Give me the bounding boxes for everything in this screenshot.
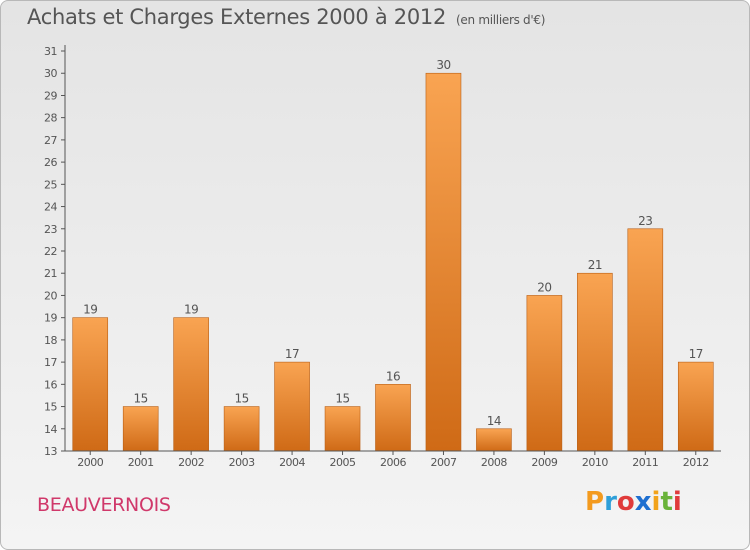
data-label: 15 [134, 392, 148, 406]
bar-2008 [476, 428, 512, 452]
x-tick-label: 2012 [683, 456, 709, 469]
y-tick-label: 29 [44, 89, 57, 102]
x-tick-label: 2006 [380, 456, 406, 469]
bar-2001 [122, 406, 159, 452]
x-tick-label: 2010 [582, 456, 608, 469]
x-tick-label: 2004 [279, 456, 305, 469]
y-tick-label: 21 [44, 267, 57, 280]
logo-letter: o [616, 487, 635, 517]
data-label: 15 [234, 392, 248, 406]
data-label: 16 [386, 369, 400, 383]
bar-2006 [375, 384, 411, 452]
y-tick-label: 15 [44, 401, 57, 414]
x-tick-label: 2007 [430, 456, 456, 469]
data-label: 19 [83, 303, 97, 317]
logo-letter: x [634, 487, 652, 517]
y-tick-label: 28 [44, 112, 57, 125]
y-tick-label: 23 [44, 223, 57, 236]
bar-2004 [274, 361, 310, 452]
data-label: 15 [335, 392, 349, 406]
data-label: 20 [537, 280, 551, 294]
logo-letter: i [672, 487, 682, 517]
bar-2003 [223, 406, 260, 452]
unit-label: (en milliers d'€) [456, 13, 546, 27]
y-tick-label: 14 [44, 423, 57, 436]
y-tick-label: 13 [44, 445, 57, 458]
data-label: 23 [638, 214, 652, 228]
data-label: 14 [487, 414, 501, 428]
chart-title: Achats et Charges Externes 2000 à 2012 (e… [27, 5, 545, 29]
bar-2005 [324, 406, 361, 452]
logo-letter: t [660, 487, 673, 517]
x-tick-label: 2008 [481, 456, 507, 469]
x-tick-label: 2001 [128, 456, 154, 469]
bar-2007 [425, 72, 462, 452]
logo-letter: i [651, 487, 661, 517]
y-tick-label: 24 [44, 201, 57, 214]
bar-2011 [627, 228, 664, 452]
bar-2002 [173, 317, 209, 452]
y-tick-label: 30 [44, 67, 57, 80]
data-label: 17 [285, 347, 299, 361]
title-text: Achats et Charges Externes 2000 à 2012 [27, 5, 447, 29]
bar-2012 [677, 361, 714, 452]
x-tick-label: 2005 [330, 456, 356, 469]
data-label: 21 [588, 258, 602, 272]
x-tick-label: 2000 [77, 456, 103, 469]
logo-letter: P [585, 487, 605, 517]
y-tick-label: 25 [44, 178, 57, 191]
y-tick-label: 26 [44, 156, 57, 169]
logo-letter: r [604, 487, 617, 517]
y-tick-label: 27 [44, 134, 57, 147]
x-tick-label: 2009 [531, 456, 557, 469]
y-tick-label: 17 [44, 356, 57, 369]
bar-2000 [72, 317, 109, 452]
data-label: 19 [184, 303, 198, 317]
data-label: 17 [689, 347, 703, 361]
data-label: 30 [436, 58, 450, 72]
y-tick-label: 20 [44, 289, 57, 302]
y-tick-label: 22 [44, 245, 57, 258]
y-tick-label: 31 [44, 45, 57, 58]
x-tick-label: 2002 [178, 456, 204, 469]
bar-2010 [577, 272, 613, 452]
proxiti-logo[interactable]: Proxiti [585, 487, 682, 517]
x-tick-label: 2011 [632, 456, 658, 469]
y-tick-label: 19 [44, 312, 57, 325]
place-name: BEAUVERNOIS [37, 494, 171, 516]
y-tick-label: 18 [44, 334, 57, 347]
bar-2009 [526, 295, 563, 452]
y-tick-label: 16 [44, 378, 57, 391]
x-tick-label: 2003 [229, 456, 255, 469]
